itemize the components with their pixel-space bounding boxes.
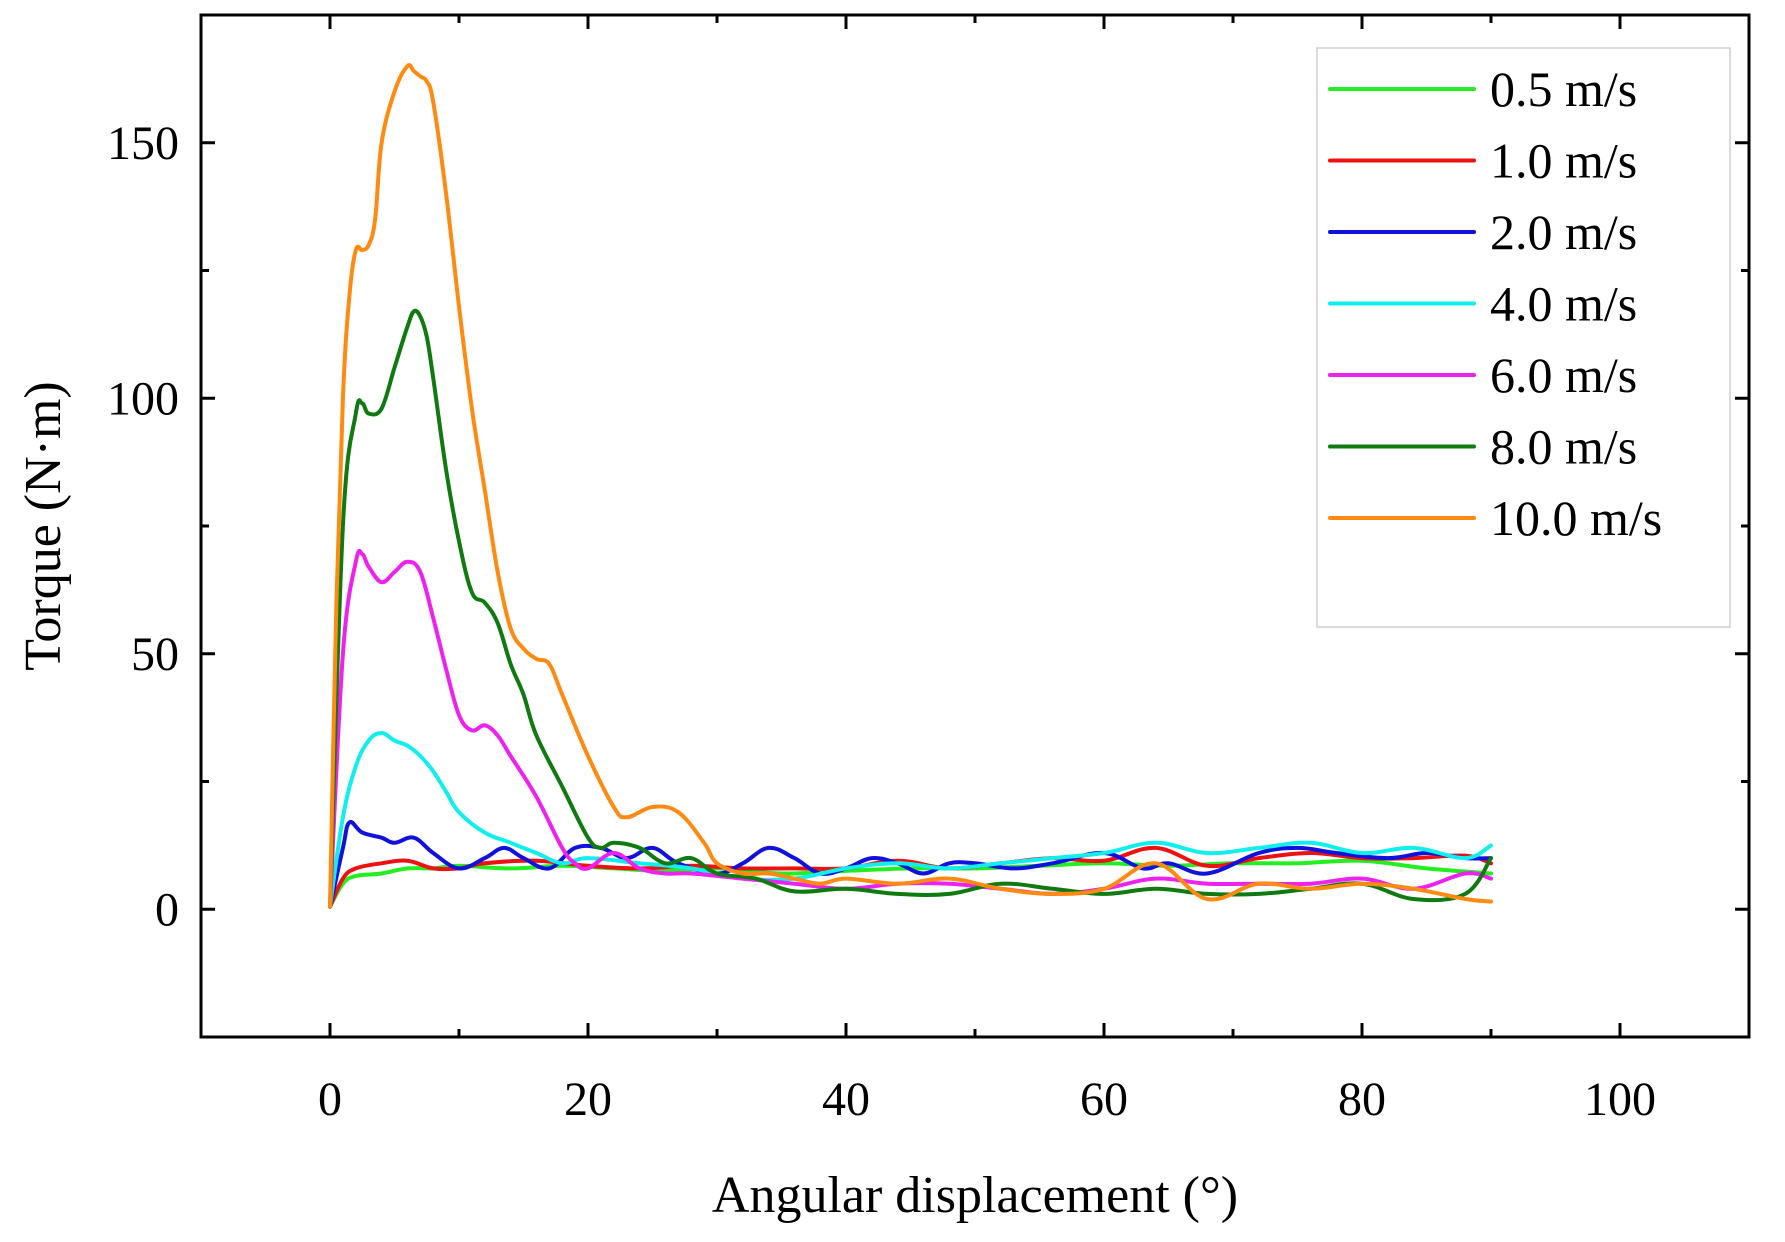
x-tick-label: 40: [822, 1073, 870, 1126]
legend-label: 6.0 m/s: [1490, 347, 1637, 403]
legend-label: 4.0 m/s: [1490, 276, 1637, 332]
x-tick-label: 60: [1080, 1073, 1128, 1126]
y-tick-label: 0: [155, 883, 179, 936]
legend-label: 2.0 m/s: [1490, 204, 1637, 260]
x-tick-label: 0: [318, 1073, 342, 1126]
y-axis-ticks: 0 50 100 150: [107, 13, 1749, 1039]
y-tick-label: 100: [107, 372, 179, 425]
x-tick-label: 100: [1584, 1073, 1656, 1126]
x-tick-label: 20: [564, 1073, 612, 1126]
series-line-4-0-m-s: [328, 731, 1493, 909]
y-tick-label: 50: [131, 628, 179, 681]
y-tick-label: 150: [107, 117, 179, 170]
series-line-2-0-m-s: [328, 819, 1493, 909]
series-line-10-0-m-s: [328, 63, 1493, 909]
legend-label: 0.5 m/s: [1490, 61, 1637, 117]
y-axis-title: Torque (N·m): [15, 381, 72, 670]
x-tick-label: 80: [1338, 1073, 1386, 1126]
legend-box: [1316, 47, 1731, 628]
series-line-6-0-m-s: [328, 548, 1493, 909]
legend-label: 10.0 m/s: [1490, 490, 1662, 546]
series-line-1-0-m-s: [328, 845, 1493, 909]
legend-label: 1.0 m/s: [1490, 133, 1637, 189]
x-axis-title: Angular displacement (°): [712, 1167, 1238, 1224]
legend-label: 8.0 m/s: [1490, 419, 1637, 475]
series-line-0-5-m-s: [328, 858, 1493, 909]
series-layer: [328, 63, 1493, 909]
x-axis-ticks: 0 20 40 60 80 100: [199, 15, 1751, 1126]
legend: 0.5 m/s 1.0 m/s 2.0 m/s 4.0 m/s 6.0 m/s 8.0 m…: [1316, 47, 1731, 628]
series-line-8-0-m-s: [328, 308, 1493, 909]
